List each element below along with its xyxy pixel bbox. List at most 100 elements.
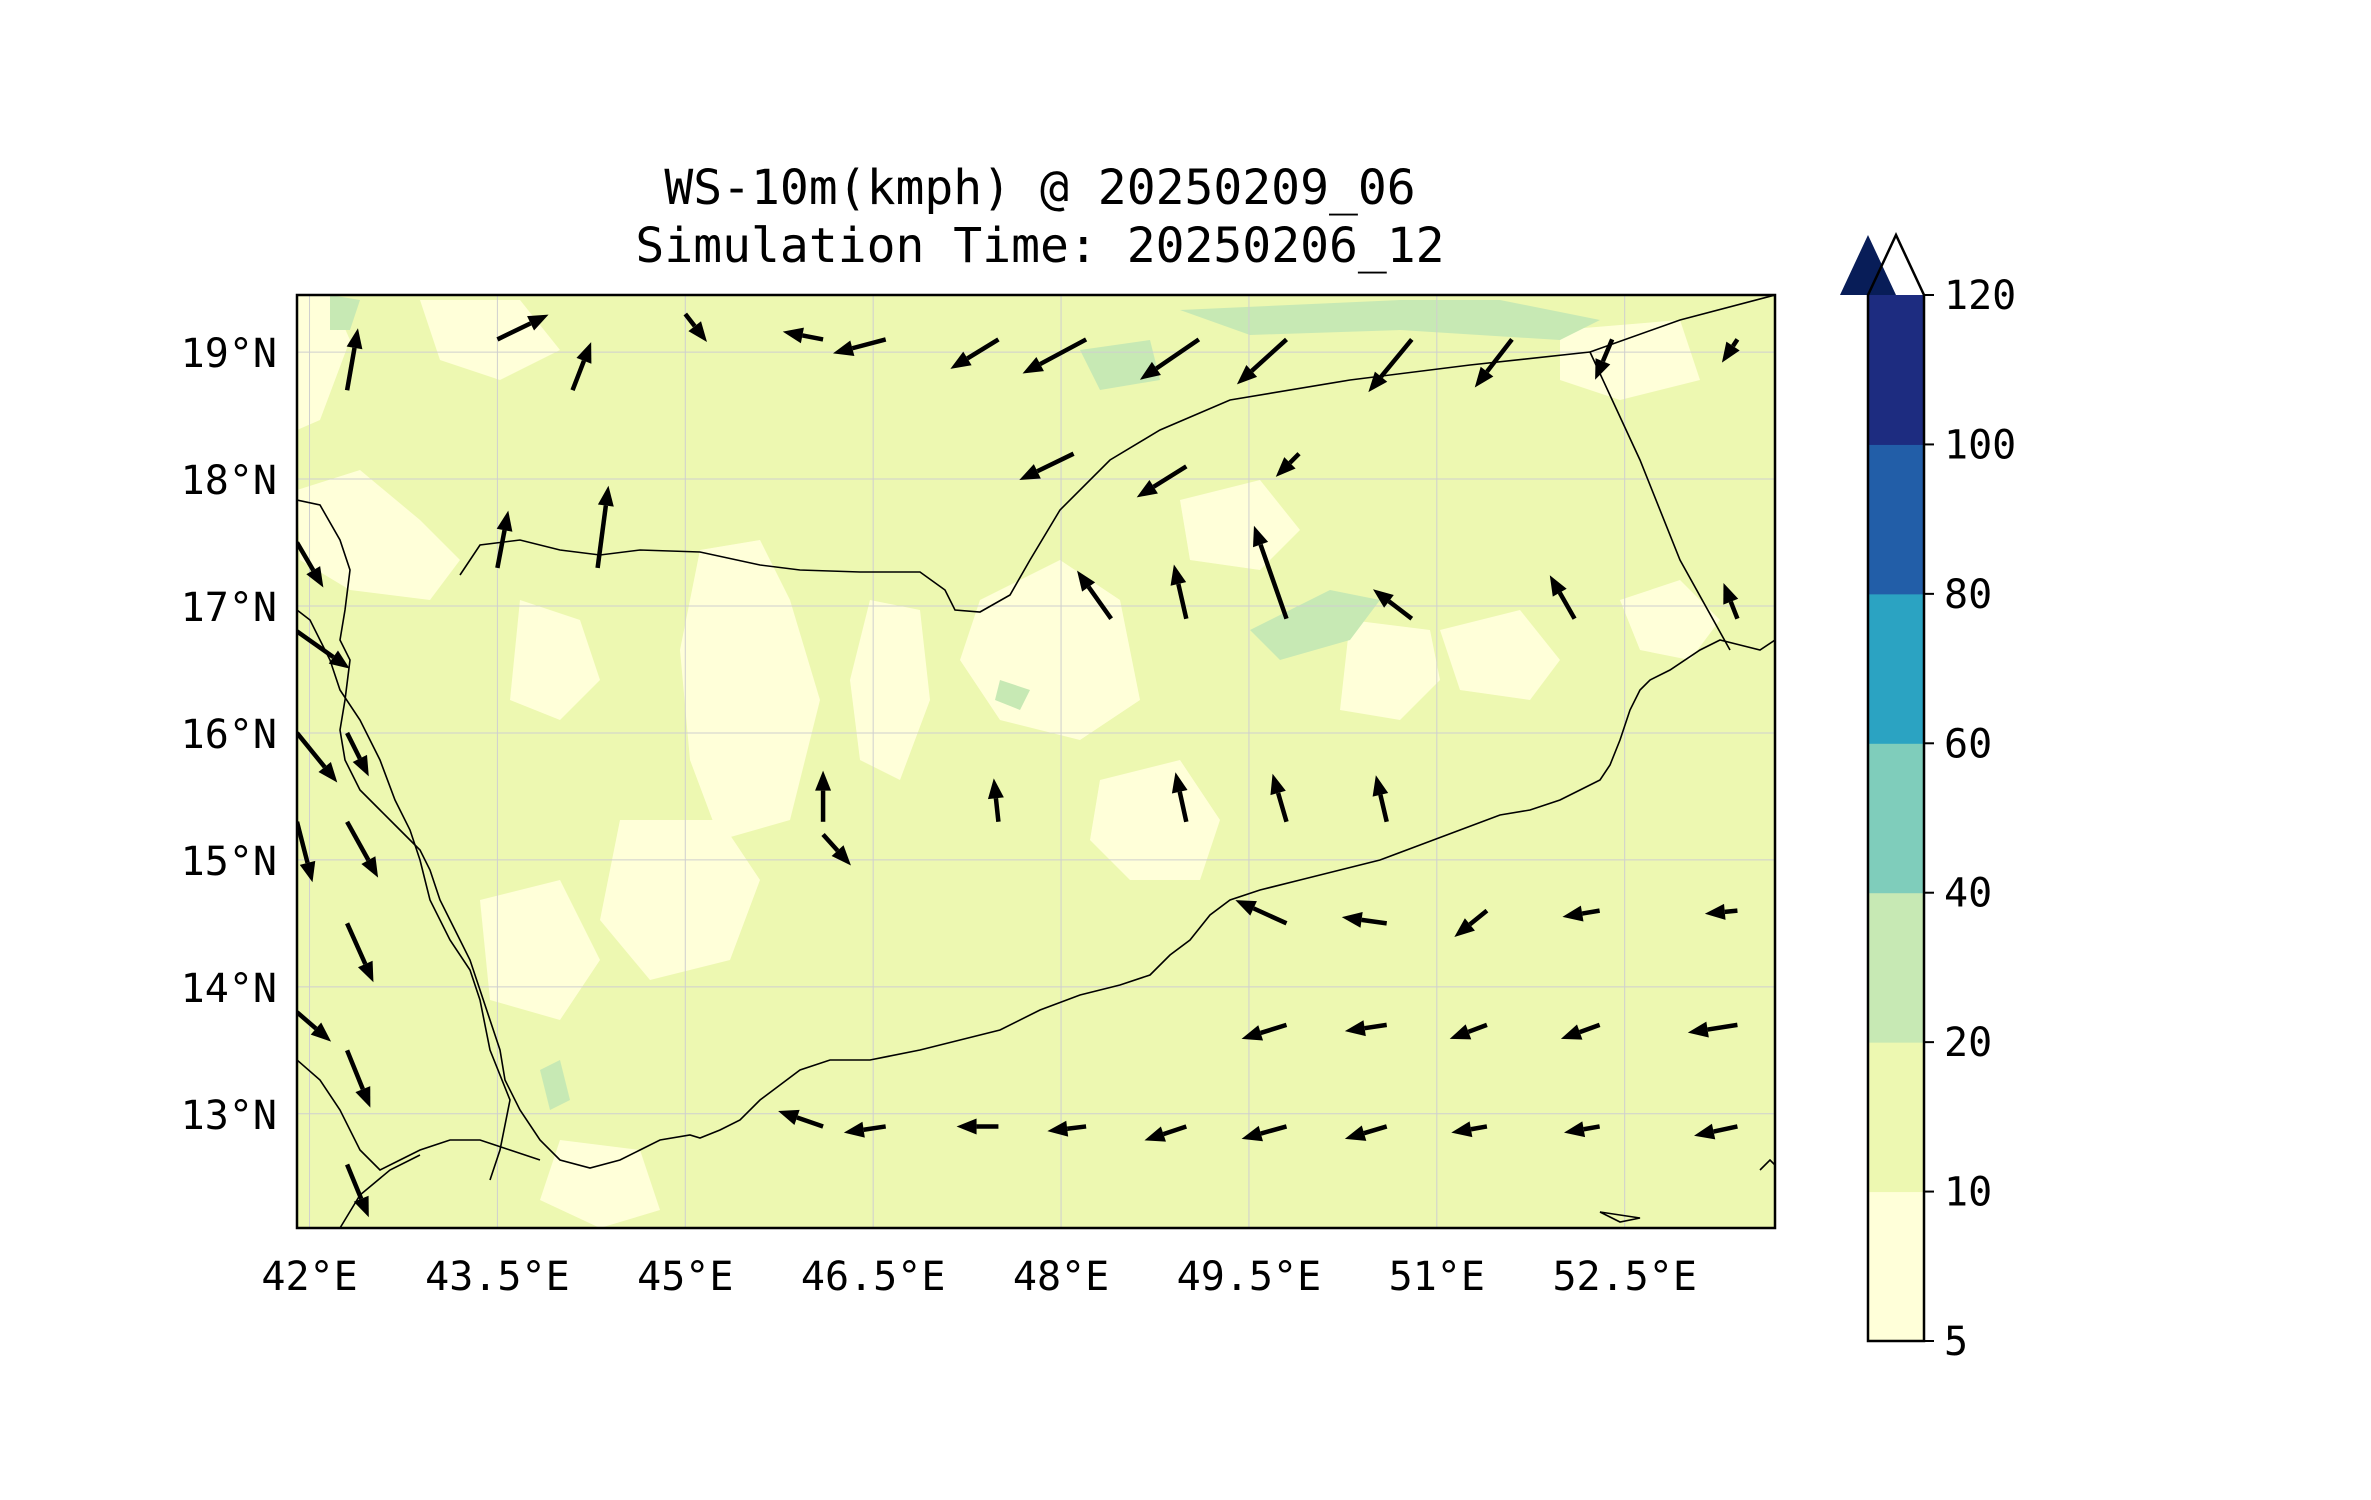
wind-arrow-head xyxy=(1341,911,1363,928)
wind-arrow-shaft xyxy=(345,1163,364,1200)
wind-arrow xyxy=(344,328,363,391)
colorbar-extend-arrow xyxy=(1840,235,1896,295)
wind-arrow-shaft xyxy=(1485,338,1514,374)
colorbar-band xyxy=(1868,593,1924,744)
wind-arrow xyxy=(950,337,1000,369)
lon-tick-label: 49.5°E xyxy=(1177,1254,1322,1300)
wind-arrow-head xyxy=(318,761,338,783)
wind-arrow xyxy=(1022,337,1088,374)
wind-arrow xyxy=(1077,570,1113,620)
wind-arrow xyxy=(1275,452,1301,477)
wind-arrow xyxy=(1704,903,1738,920)
wind-arrow xyxy=(1139,337,1201,380)
wind-arrow-shaft xyxy=(345,820,371,862)
wind-arrow-shaft xyxy=(1378,794,1389,823)
wind-arrow-shaft xyxy=(966,337,1000,361)
colorbar-band xyxy=(1868,1191,1924,1342)
lon-tick-label: 52.5°E xyxy=(1552,1254,1697,1300)
wind-arrow xyxy=(1241,1124,1288,1142)
wind-arrow-head xyxy=(1344,1020,1366,1037)
wind-arrow-head xyxy=(950,351,972,369)
colorbar-tick-label: 120 xyxy=(1944,273,2016,319)
lon-tick-label: 42°E xyxy=(261,1254,357,1300)
wind-arrow-head xyxy=(688,321,707,342)
wind-arrow xyxy=(987,778,1004,823)
wind-arrow xyxy=(1019,451,1075,481)
wind-arrow-head xyxy=(357,960,374,983)
wind-arrow-head xyxy=(832,340,855,356)
wind-arrow-head xyxy=(987,778,1004,800)
wind-arrow xyxy=(1171,772,1189,823)
wind-arrow-shaft xyxy=(344,347,357,391)
wind-arrow xyxy=(1474,338,1514,388)
wind-arrow xyxy=(297,1010,332,1042)
wind-arrow-head xyxy=(1454,918,1475,938)
lat-tick-label: 14°N xyxy=(181,966,277,1012)
wind-arrow-shaft xyxy=(851,337,887,351)
wind-arrow-head xyxy=(1563,1121,1586,1138)
colorbar-band xyxy=(1868,295,1924,445)
yemen-west-coast xyxy=(297,499,1775,1169)
wind-arrow xyxy=(345,1049,371,1108)
wind-arrow xyxy=(1368,337,1414,393)
wind-arrow-head xyxy=(1449,1024,1472,1040)
wind-arrow-shaft xyxy=(1600,338,1615,363)
wind-arrow-head xyxy=(353,1195,369,1218)
wind-arrow-head xyxy=(1047,1120,1069,1137)
wind-arrow xyxy=(1236,337,1289,385)
colorbar-tick-label: 60 xyxy=(1944,721,1992,767)
wind-arrow-head xyxy=(1723,583,1739,605)
wind-arrow-shaft xyxy=(683,312,697,328)
wind-arrow-shaft xyxy=(495,529,507,569)
wind-arrow-shaft xyxy=(1250,337,1289,373)
wind-arrow-head xyxy=(1704,903,1726,920)
wind-arrow-head xyxy=(1373,589,1394,608)
wind-arrow xyxy=(496,314,549,342)
oman-border xyxy=(1589,351,1731,651)
wind-arrow-head xyxy=(1549,575,1567,597)
wind-arrow-shaft xyxy=(570,359,587,392)
wind-arrow xyxy=(297,731,338,783)
colorbar-tick-labels: 120 100 80 60 40 20 10 5 xyxy=(1924,273,2016,1365)
latitude-tick-labels: 19°N 18°N 17°N 16°N 15°N 14°N 13°N xyxy=(181,331,277,1139)
wind-arrow-head xyxy=(1171,772,1188,794)
wind-arrow-shaft xyxy=(1259,1022,1288,1036)
wind-arrow-shaft xyxy=(1152,464,1188,489)
wind-arrow-head xyxy=(1270,773,1286,796)
wind-arrow-shaft xyxy=(1155,337,1201,371)
wind-arrow xyxy=(595,485,614,569)
wind-arrow-head xyxy=(1022,357,1044,374)
lon-tick-label: 51°E xyxy=(1389,1254,1485,1300)
wind-arrow-shaft xyxy=(595,505,609,569)
colorbar-tick-label: 80 xyxy=(1944,572,1992,618)
wind-speed-field xyxy=(297,295,1775,1228)
wind-arrow xyxy=(1341,911,1388,928)
colorbar-band xyxy=(1868,743,1924,894)
wind-arrow xyxy=(1373,589,1414,621)
wind-arrow-head xyxy=(956,1118,977,1135)
lon-tick-label: 43.5°E xyxy=(425,1254,570,1300)
colorbar-band xyxy=(1868,1042,1924,1193)
wind-arrow-head xyxy=(1019,464,1041,481)
wind-arrow xyxy=(345,1163,369,1218)
wind-arrow-head xyxy=(1275,457,1296,477)
wind-arrow xyxy=(782,327,824,344)
field-background xyxy=(297,295,1775,1228)
colorbar-tick-label: 40 xyxy=(1944,871,1992,917)
wind-arrow xyxy=(1687,1021,1738,1038)
high-speed-patches xyxy=(330,295,1600,1110)
wind-arrow-head xyxy=(1136,479,1158,498)
wind-arrow-head xyxy=(815,770,832,791)
saudi-yemen-border xyxy=(459,351,1591,613)
wind-arrow-shaft xyxy=(863,1124,887,1132)
wind-arrow-shaft xyxy=(1578,1022,1601,1035)
colorbar-band xyxy=(1868,444,1924,595)
wind-arrow-head xyxy=(1694,1123,1716,1140)
wind-arrow xyxy=(297,821,316,883)
lat-tick-label: 16°N xyxy=(181,712,277,758)
coastlines-and-borders xyxy=(297,295,1775,1228)
plot-frame xyxy=(295,293,1777,1230)
wind-arrow xyxy=(1454,908,1489,938)
wind-arrow-head xyxy=(1253,525,1269,548)
wind-arrow-shaft xyxy=(1288,452,1301,465)
